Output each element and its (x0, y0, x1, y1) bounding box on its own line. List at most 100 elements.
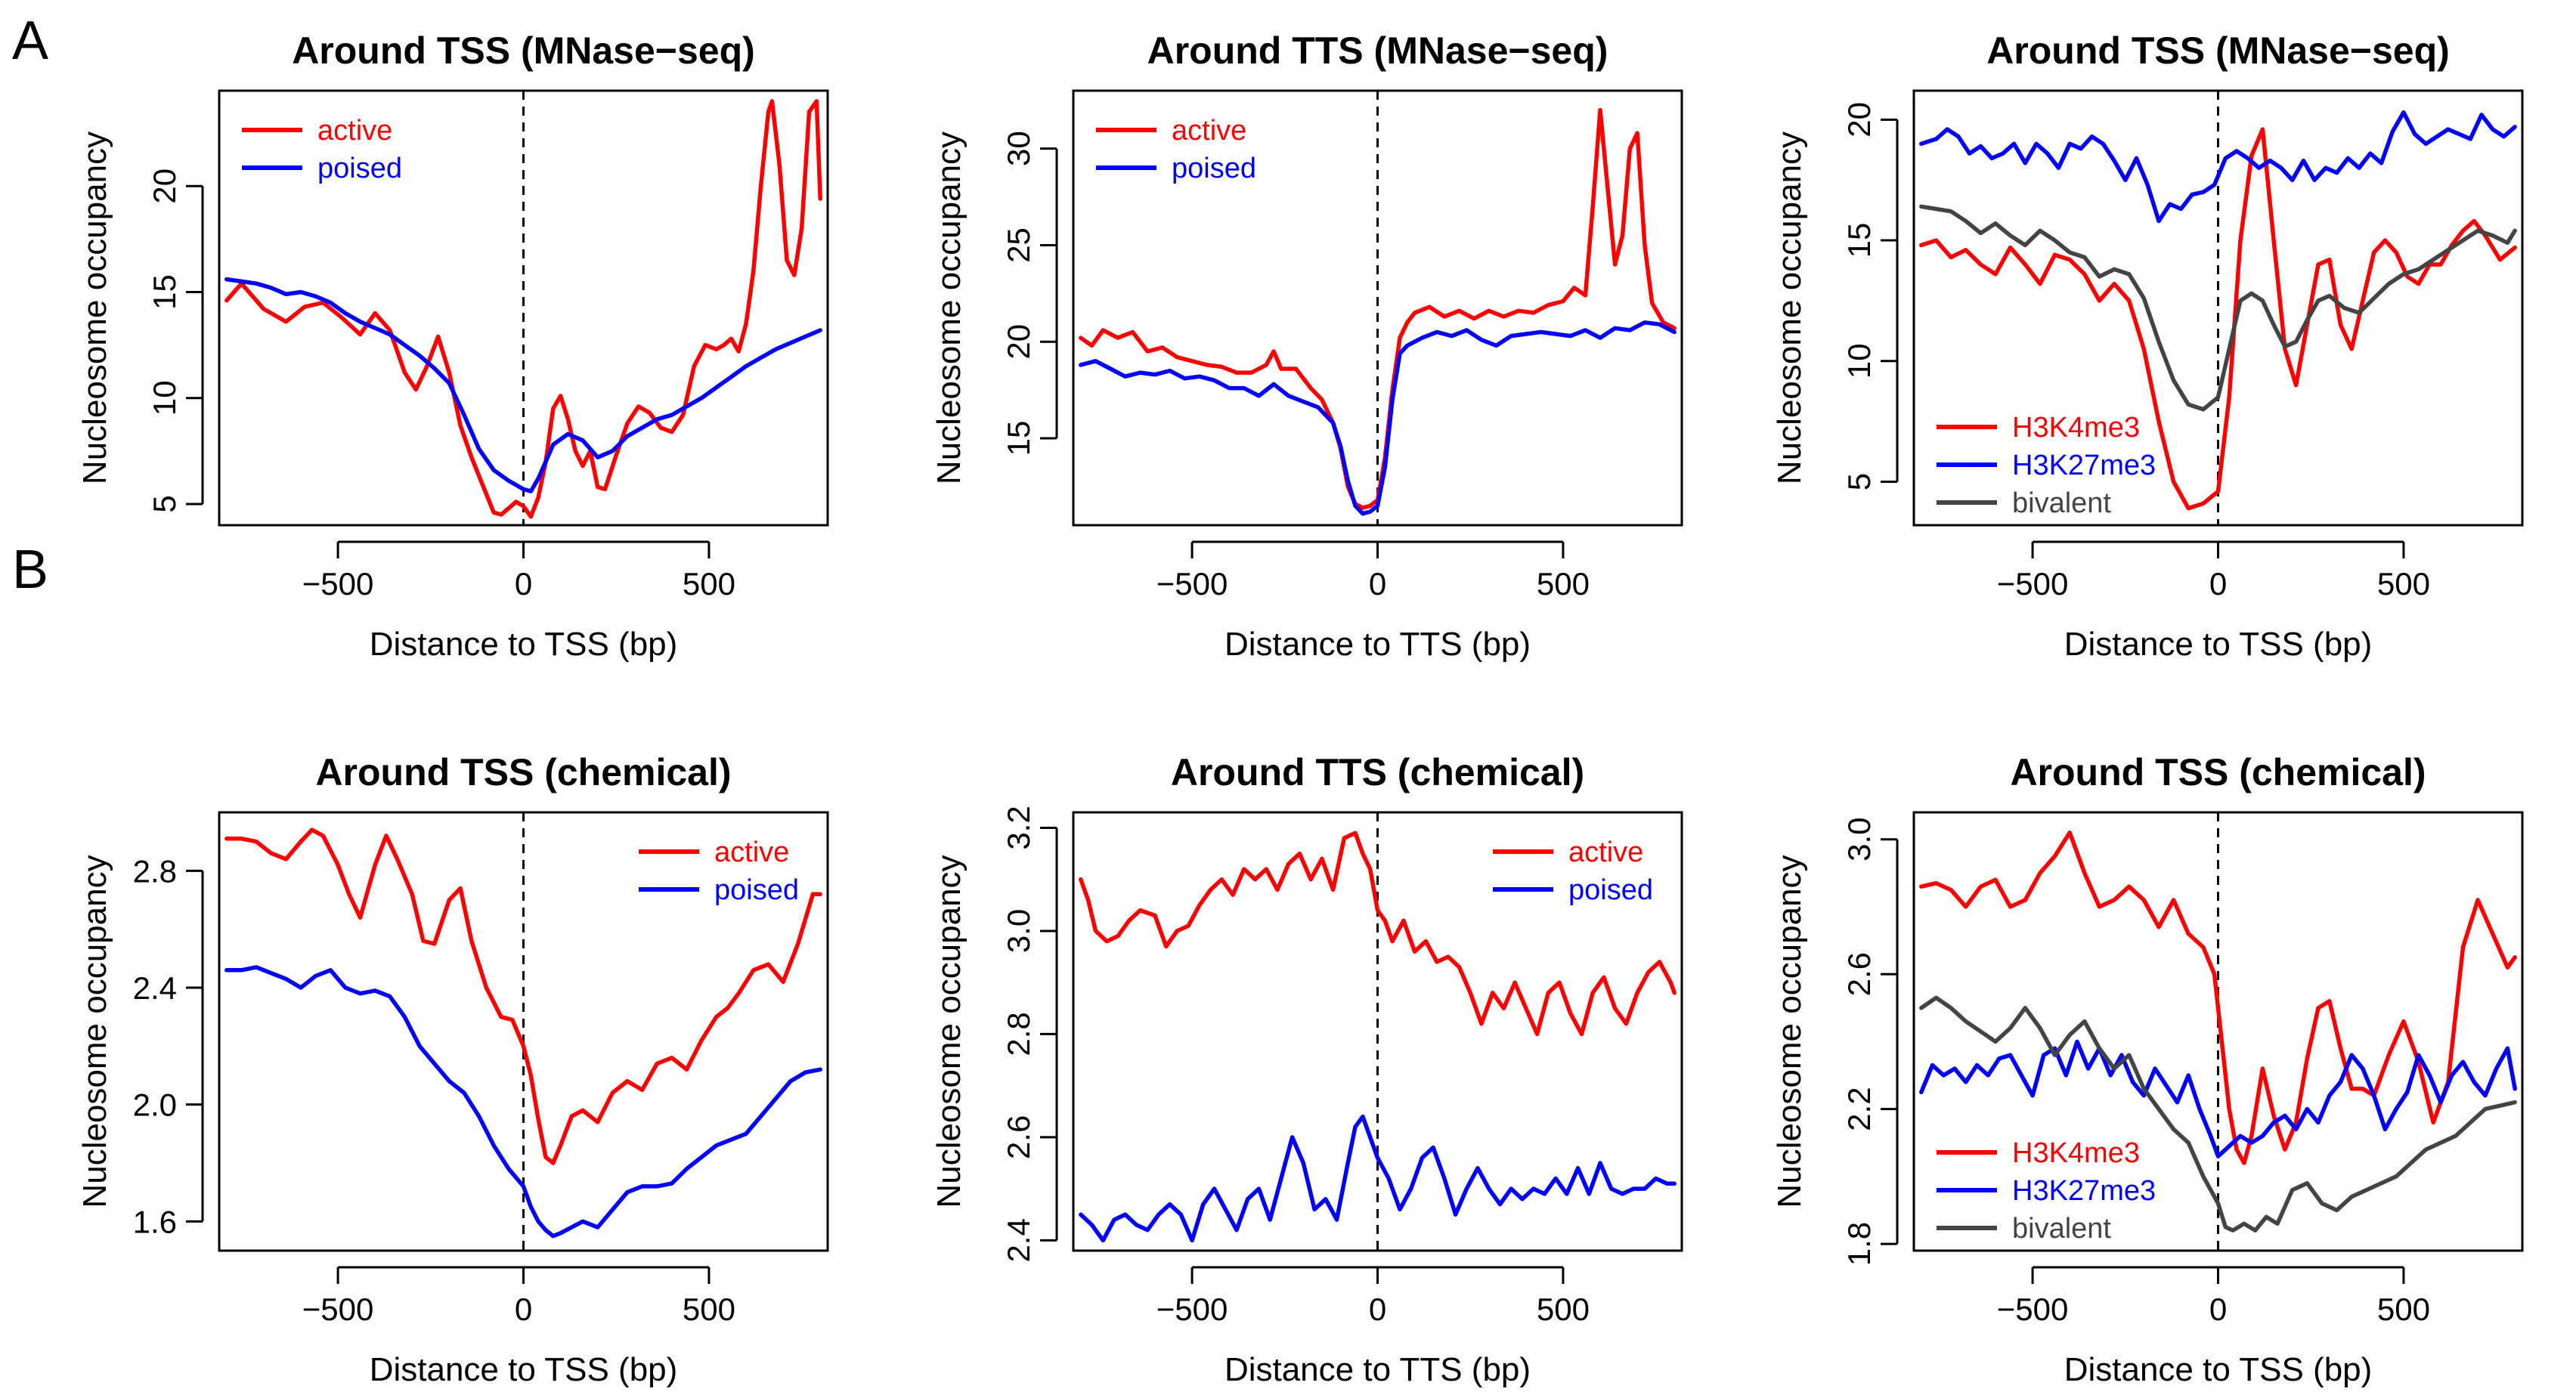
y-axis-label: Nucleosome occupancy (1771, 131, 1808, 484)
chart-title: Around TTS (MNase−seq) (1147, 29, 1608, 72)
x-axis-label: Distance to TSS (bp) (2064, 1351, 2373, 1388)
series-line-h3k27me3 (1919, 110, 2517, 224)
legend-label: active (1568, 837, 1643, 868)
x-axis-label: Distance to TTS (bp) (1225, 626, 1531, 663)
y-tick-label: 3.2 (1001, 806, 1036, 849)
y-tick-label: 10 (147, 380, 182, 416)
legend: active poised (639, 837, 799, 906)
x-tick-label: −500 (302, 566, 374, 602)
y-tick-label: 2.8 (133, 853, 177, 889)
y-tick-label: 2.4 (133, 970, 177, 1006)
x-tick-label: −500 (1997, 1291, 2069, 1327)
y-tick-label: 10 (1841, 343, 1877, 379)
legend: active poised (1096, 115, 1256, 184)
chart-panel-2: Around TTS (MNase−seq) 15 20 25 30 −500 0 500Di… (930, 29, 1683, 663)
y-tick-label: 1.6 (133, 1204, 177, 1239)
x-tick-label: 0 (2209, 1291, 2227, 1327)
series-line-h3k4me3 (1919, 127, 2517, 511)
y-tick-label: 20 (1001, 324, 1036, 360)
x-tick-label: 500 (2377, 1291, 2430, 1327)
y-tick-label: 1.8 (1841, 1222, 1877, 1266)
x-tick-label: −500 (1156, 566, 1228, 602)
y-tick-label: 30 (1001, 131, 1036, 166)
legend-label: H3K27me3 (2012, 450, 2156, 481)
legend-label: H3K4me3 (2012, 1137, 2140, 1169)
row-label-b: B (12, 540, 48, 600)
y-tick-label: 2.4 (1001, 1218, 1036, 1262)
y-axis-label: Nucleosome occupancy (76, 855, 113, 1208)
chart-panel-5: Around TTS (chemical) 2.4 2.6 2.8 3.0 3.2 −500… (930, 751, 1683, 1388)
y-tick-label: 5 (147, 495, 182, 512)
series-line-bivalent (1919, 204, 2517, 412)
x-tick-label: 0 (515, 1291, 532, 1327)
legend-label: H3K27me3 (2012, 1175, 2156, 1207)
x-tick-label: 500 (683, 1291, 735, 1327)
series-line-bivalent (1919, 995, 2517, 1233)
x-tick-label: 500 (1537, 566, 1590, 602)
y-tick-label: 3.0 (1841, 817, 1877, 861)
x-tick-label: 500 (1537, 1291, 1590, 1327)
y-tick-label: 2.2 (1841, 1087, 1877, 1130)
series-line-poised (224, 277, 822, 493)
y-tick-label: 2.6 (1841, 952, 1877, 996)
y-tick-label: 15 (1841, 223, 1877, 258)
legend-label: poised (714, 874, 799, 906)
chart-panel-6: Around TSS (chemical) 1.8 2.2 2.6 3.0 −500 0 50… (1771, 751, 2524, 1388)
y-tick-label: 15 (1001, 421, 1036, 456)
series-line-active (1079, 830, 1677, 1037)
y-tick-label: 25 (1001, 227, 1036, 263)
legend-label: active (317, 115, 392, 147)
y-tick-label: 3.0 (1001, 909, 1036, 953)
legend: H3K4me3 H3K27me3 bivalent (1937, 412, 2156, 519)
y-axis-label: Nucleosome occupancy (930, 131, 968, 484)
chart-title: Around TSS (MNase−seq) (292, 29, 755, 72)
y-tick-label: 20 (1841, 102, 1877, 138)
series-line-active (224, 827, 822, 1165)
legend-label: poised (1172, 153, 1256, 184)
chart-panel-1: Around TSS (MNase−seq) 5 10 15 20 −500 0 500Dis… (76, 29, 829, 663)
x-tick-label: −500 (1156, 1291, 1228, 1327)
legend-label: bivalent (2012, 1213, 2111, 1245)
y-axis-label: Nucleosome occupancy (930, 855, 968, 1208)
x-axis-label: Distance to TTS (bp) (1225, 1351, 1531, 1388)
y-tick-label: 20 (147, 169, 182, 204)
chart-title: Around TSS (MNase−seq) (1986, 29, 2450, 72)
y-axis-label: Nucleosome occupancy (1771, 855, 1808, 1208)
x-axis-label: Distance to TSS (bp) (370, 1351, 678, 1388)
x-tick-label: 500 (2377, 566, 2430, 602)
series-line-h3k4me3 (1919, 830, 2517, 1165)
legend: active poised (1493, 837, 1653, 906)
x-tick-label: 0 (1369, 566, 1386, 602)
legend-label: bivalent (2012, 487, 2111, 519)
y-tick-label: 2.8 (1001, 1012, 1036, 1056)
y-tick-label: 2.6 (1001, 1115, 1036, 1159)
legend-label: H3K4me3 (2012, 412, 2140, 444)
chart-title: Around TSS (chemical) (2010, 751, 2426, 793)
legend-label: poised (1568, 874, 1653, 906)
x-tick-label: −500 (302, 1291, 374, 1327)
chart-panel-3: Around TSS (MNase−seq) 5 10 15 20 −500 0 500Dis… (1771, 29, 2524, 663)
x-tick-label: 0 (2209, 566, 2227, 602)
series-line-poised (1079, 1114, 1677, 1243)
x-tick-label: −500 (1997, 566, 2069, 602)
legend: active poised (242, 115, 402, 184)
legend: H3K4me3 H3K27me3 bivalent (1937, 1137, 2156, 1245)
series-line-h3k27me3 (1919, 1039, 2517, 1158)
legend-label: active (714, 837, 789, 868)
chart-panel-4: Around TSS (chemical) 1.6 2.0 2.4 2.8 −500 0 50… (76, 751, 829, 1388)
series-line-poised (1079, 320, 1677, 516)
series-line-active (224, 99, 822, 519)
y-tick-label: 2.0 (133, 1087, 177, 1123)
y-tick-label: 15 (147, 274, 182, 310)
row-label-a: A (12, 11, 48, 71)
chart-title: Around TSS (chemical) (315, 751, 731, 793)
x-tick-label: 0 (515, 566, 532, 602)
legend-label: active (1172, 115, 1246, 147)
chart-title: Around TTS (chemical) (1171, 751, 1584, 793)
x-axis-label: Distance to TSS (bp) (2064, 626, 2373, 663)
legend-label: poised (317, 153, 402, 184)
x-tick-label: 0 (1369, 1291, 1386, 1327)
x-tick-label: 500 (683, 566, 735, 602)
